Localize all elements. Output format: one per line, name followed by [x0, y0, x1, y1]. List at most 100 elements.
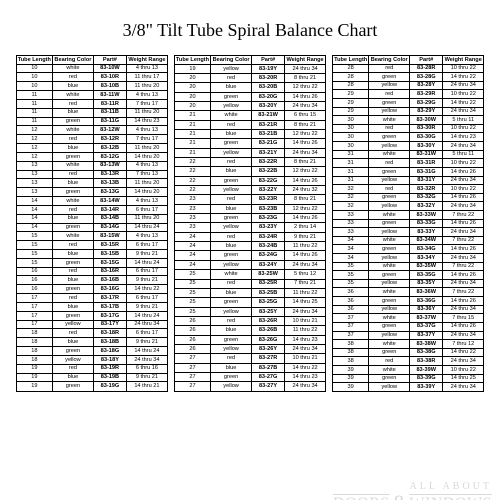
watermark-doors: DOORS [333, 495, 390, 500]
cell-length: 27 [174, 363, 210, 372]
cell-length: 11 [16, 99, 52, 108]
cell-color: red [211, 195, 252, 204]
cell-part: 83-31R [410, 159, 443, 168]
cell-part: 83-30W [410, 116, 443, 125]
cell-color: white [52, 64, 93, 73]
cell-color: green [52, 285, 93, 294]
cell-color: yellow [211, 223, 252, 232]
cell-length: 24 [174, 260, 210, 269]
cell-part: 83-26Y [252, 344, 285, 353]
table-row: 12blue83-12B11 thru 20 [16, 144, 167, 153]
cell-part: 83-24B [252, 242, 285, 251]
cell-color: white [369, 340, 410, 349]
cell-part: 83-31W [410, 150, 443, 159]
cell-part: 83-16R [93, 267, 126, 276]
cell-part: 83-38G [410, 348, 443, 357]
cell-length: 33 [333, 228, 369, 237]
table-row: 13white83-13W4 thru 13 [16, 161, 167, 170]
cell-color: yellow [52, 355, 93, 364]
cell-weight: 24 thru 34 [126, 355, 167, 364]
cell-length: 29 [333, 99, 369, 108]
table-row: 18yellow83-18Y24 thru 34 [16, 355, 167, 364]
cell-length: 13 [16, 170, 52, 179]
table-row: 18blue83-18B9 thru 21 [16, 338, 167, 347]
column-header: Weight Range [126, 56, 167, 65]
tables-container: Tube LengthBearing ColorPart#Weight Rang… [0, 55, 500, 392]
cell-length: 10 [16, 64, 52, 73]
cell-weight: 7 thru 17 [126, 99, 167, 108]
cell-weight: 9 thru 21 [126, 373, 167, 382]
cell-weight: 24 thru 34 [285, 307, 326, 316]
table-row: 16blue83-16B9 thru 21 [16, 276, 167, 285]
cell-color: blue [52, 82, 93, 91]
cell-part: 83-24R [252, 232, 285, 241]
cell-length: 37 [333, 331, 369, 340]
cell-part: 83-29G [410, 99, 443, 108]
table-row: 23yellow83-23Y2 thru 14 [174, 223, 325, 232]
cell-part: 83-27Y [252, 382, 285, 391]
cell-length: 28 [333, 64, 369, 73]
cell-weight: 12 thru 22 [285, 83, 326, 92]
cell-part: 83-12G [93, 152, 126, 161]
table-row: 21yellow83-21Y24 thru 34 [174, 148, 325, 157]
cell-part: 83-34W [410, 236, 443, 245]
table-row: 28green83-28G14 thru 22 [333, 73, 484, 82]
cell-part: 83-14W [93, 197, 126, 206]
table-row: 10blue83-10B11 thru 20 [16, 82, 167, 91]
cell-color: green [52, 188, 93, 197]
cell-part: 83-35Y [410, 279, 443, 288]
cell-weight: 14 thru 26 [443, 245, 484, 254]
cell-weight: 7 thru 22 [443, 262, 484, 271]
cell-color: white [369, 288, 410, 297]
cell-part: 83-13W [93, 161, 126, 170]
cell-length: 35 [333, 279, 369, 288]
cell-color: white [52, 161, 93, 170]
cell-color: blue [52, 276, 93, 285]
table-row: 20red83-20R8 thru 21 [174, 73, 325, 82]
table-row: 35green83-35G14 thru 26 [333, 271, 484, 280]
cell-part: 83-27B [252, 363, 285, 372]
cell-color: yellow [369, 176, 410, 185]
cell-length: 30 [333, 142, 369, 151]
cell-weight: 11 thru 20 [126, 144, 167, 153]
cell-part: 83-11W [93, 91, 126, 100]
cell-part: 83-23G [252, 214, 285, 223]
cell-length: 27 [174, 382, 210, 391]
cell-color: green [369, 73, 410, 82]
column-header: Bearing Color [211, 56, 252, 65]
cell-part: 83-25Y [252, 307, 285, 316]
cell-weight: 10 thru 22 [443, 90, 484, 99]
table-row: 17red83-17R6 thru 17 [16, 294, 167, 303]
cell-color: green [369, 99, 410, 108]
cell-color: green [52, 117, 93, 126]
cell-part: 83-20B [252, 83, 285, 92]
cell-color: red [211, 279, 252, 288]
cell-length: 29 [333, 107, 369, 116]
cell-length: 25 [174, 288, 210, 297]
cell-part: 83-33G [410, 219, 443, 228]
table-row: 30yellow83-30Y24 thru 34 [333, 142, 484, 151]
cell-length: 11 [16, 108, 52, 117]
cell-weight: 9 thru 21 [126, 338, 167, 347]
cell-weight: 7 thru 12 [443, 340, 484, 349]
cell-part: 83-19B [93, 373, 126, 382]
cell-color: green [211, 372, 252, 381]
table-row: 15red83-15R6 thru 17 [16, 241, 167, 250]
cell-length: 17 [16, 302, 52, 311]
cell-length: 29 [333, 90, 369, 99]
cell-part: 83-36W [410, 288, 443, 297]
cell-weight: 10 thru 22 [443, 159, 484, 168]
cell-weight: 24 thru 34 [285, 148, 326, 157]
cell-part: 83-24G [252, 251, 285, 260]
cell-weight: 14 thru 23 [285, 372, 326, 381]
cell-color: yellow [369, 81, 410, 90]
cell-length: 19 [16, 382, 52, 391]
cell-color: red [52, 73, 93, 82]
cell-color: red [211, 316, 252, 325]
cell-color: yellow [369, 279, 410, 288]
table-row: 19red83-19R6 thru 16 [16, 364, 167, 373]
cell-length: 12 [16, 135, 52, 144]
cell-weight: 11 thru 20 [126, 214, 167, 223]
cell-part: 83-26G [252, 335, 285, 344]
cell-length: 27 [174, 354, 210, 363]
